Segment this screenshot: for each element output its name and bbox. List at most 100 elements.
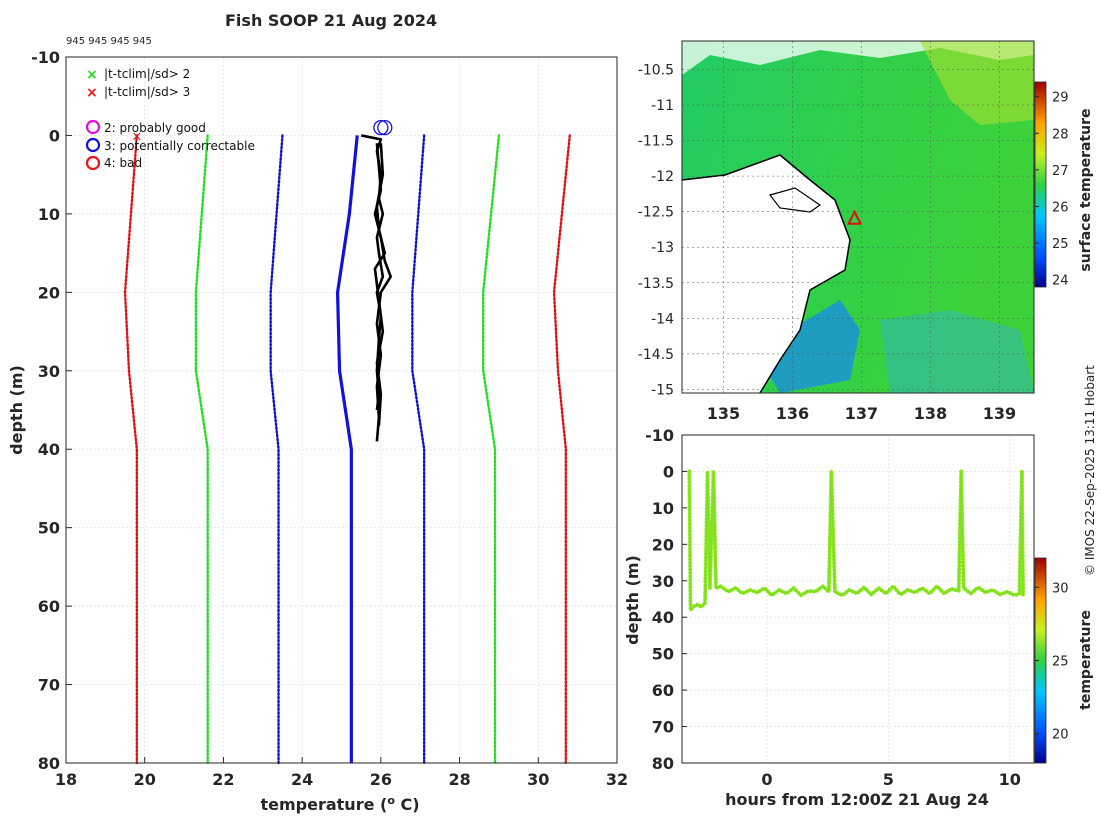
profile-xtick-label: 22	[212, 770, 234, 789]
profile-ytick-label: 80	[38, 754, 60, 773]
profile-xtick-label: 30	[527, 770, 549, 789]
timeseries-ytick-label: 30	[652, 572, 674, 591]
ship-position-marker	[846, 209, 863, 225]
svg-text:3: potentially correctable: 3: potentially correctable	[104, 139, 255, 153]
legend-qc-4: 4: bad	[85, 155, 142, 171]
profile-ytick-label: -10	[31, 48, 60, 67]
legend-qc-3: 3: potentially correctable	[85, 137, 255, 153]
cool-water-southwest	[760, 300, 860, 393]
profile-ytick-label: 30	[38, 362, 60, 381]
profile-series-clim-1sd-high	[411, 134, 426, 765]
profile-legend: × |t-tclim|/sd> 2 × |t-tclim|/sd> 3 2: p…	[85, 67, 255, 171]
legend-circle-blue	[85, 137, 101, 153]
profile-xlabel: temperature (o C)	[260, 794, 419, 814]
svg-text:2: probably good: 2: probably good	[104, 121, 206, 135]
map-grid	[682, 41, 1034, 393]
profile-ylabel: depth (m)	[7, 365, 26, 455]
timeseries-ytick-label: 10	[652, 499, 674, 518]
profile-series-clim-2sd-high	[481, 134, 501, 765]
profile-xtick-label: 24	[291, 770, 313, 789]
profile-series-clim-1sd-low	[269, 134, 284, 765]
profile-xtick-label: 18	[55, 770, 77, 789]
map-ticks: 135 136 137 138 139 -10.5 -11 -11.5 -12 -12.5 -13 -…	[638, 62, 1016, 423]
coastline	[681, 154, 851, 394]
timeseries-ytick-label: -10	[645, 426, 674, 445]
profile-ytick-label: 70	[38, 676, 60, 695]
profile-ytick-label: 40	[38, 440, 60, 459]
flag-marker-x: ×	[131, 129, 142, 144]
profile-ytick-label: 10	[38, 205, 60, 224]
map-ytick-label: -14	[651, 311, 674, 327]
svg-text:|t-tclim|/sd> 2: |t-tclim|/sd> 2	[104, 67, 190, 81]
svg-text:|t-tclim|/sd> 3: |t-tclim|/sd> 3	[104, 85, 190, 99]
qc-marker-circle	[373, 119, 389, 136]
cloud-gap-north	[682, 41, 1034, 75]
timeseries-ytick-label: 80	[652, 754, 674, 773]
figure-title: Fish SOOP 21 Aug 2024	[225, 11, 438, 30]
map-xtick-label: 137	[845, 404, 878, 423]
map-ytick-label: -12	[651, 169, 674, 185]
map-colorbar-ticks: 24 25 26 27 28 29	[1035, 91, 1069, 289]
map-xtick-label: 135	[707, 404, 740, 423]
timeseries-ytick-label: 40	[652, 608, 674, 627]
map-ytick-label: -13	[651, 240, 674, 256]
profile-series-clim-3sd-low	[123, 134, 139, 765]
legend-x-marker-red: ×	[86, 85, 98, 101]
map-colorbar-label: surface temperature	[1078, 108, 1094, 271]
legend-flag-2sd: × |t-tclim|/sd> 2	[86, 67, 190, 83]
profile-ytick-label: 50	[38, 519, 60, 538]
cool-water-southeast	[880, 310, 1034, 393]
map-ytick-label: -10.5	[638, 62, 674, 78]
island-outline	[768, 187, 822, 213]
timeseries-grid	[682, 434, 1034, 764]
map-colorbar-tick-label: 25	[1052, 237, 1069, 252]
profile-ytick-label: 60	[38, 597, 60, 616]
map-xtick-label: 138	[914, 404, 947, 423]
legend-flag-3sd: × |t-tclim|/sd> 3	[86, 85, 190, 101]
timeseries-xlabel: hours from 12:00Z 21 Aug 24	[725, 790, 989, 809]
map-colorbar-tick-label: 26	[1052, 200, 1069, 215]
legend-circle-magenta	[85, 119, 101, 135]
timeseries-xtick-label: 10	[999, 770, 1021, 789]
profile-axes-box	[65, 56, 618, 764]
timeseries-colorbar-label: temperature	[1078, 610, 1094, 710]
map-ytick-label: -11	[651, 98, 674, 114]
legend-x-marker-green: ×	[86, 67, 98, 83]
land-mask	[682, 155, 850, 393]
map-xtick-label: 136	[776, 404, 809, 423]
triangle-icon	[846, 209, 863, 225]
timeseries-ytick-label: 70	[652, 718, 674, 737]
timeseries-xtick-label: 5	[883, 770, 894, 789]
map-axes-box	[681, 40, 1035, 394]
profile-xtick-label: 26	[370, 770, 392, 789]
id-text: 945 945 945 945	[66, 36, 152, 47]
profile-xtick-label: 32	[606, 770, 628, 789]
profile-series-observed-cast-3	[373, 143, 387, 426]
map-xtick-label: 139	[983, 404, 1016, 423]
timeseries-colorbar-tick-label: 20	[1052, 728, 1069, 743]
timeseries-ytick-label: 60	[652, 681, 674, 700]
timeseries-ylabel: depth (m)	[623, 555, 642, 645]
depth-track-line	[688, 471, 1024, 612]
timeseries-colorbar-ticks: 20 25 30	[1035, 581, 1069, 743]
map-ytick-label: -14.5	[638, 347, 674, 363]
profile-ytick-label: 0	[49, 126, 60, 145]
map-ytick-label: -15	[651, 382, 674, 398]
map-colorbar-tick-label: 29	[1052, 91, 1069, 106]
timeseries-ytick-label: 20	[652, 535, 674, 554]
timeseries-ytick-label: 0	[663, 462, 674, 481]
map-chart: 135 136 137 138 139 -10.5 -11 -11.5 -12 -12.5 -13 -…	[638, 40, 1094, 423]
profile-grid	[65, 56, 618, 764]
timeseries-colorbar-tick-label: 30	[1052, 581, 1069, 596]
profile-xtick-label: 20	[134, 770, 156, 789]
timeseries-ytick-label: 50	[652, 645, 674, 664]
profile-ticks: 18 20 22 24 26 28 30 32 -10 0 10 20 30 40 50 60 70 80	[31, 48, 628, 789]
timeseries-colorbar-tick-label: 25	[1052, 655, 1069, 670]
legend-circle-red	[85, 155, 101, 171]
profile-xtick-label: 28	[448, 770, 470, 789]
profile-chart: × 18 20 22 24 26 28 30 32 -10 0 10 20 30 40 50 60 70 80 t…	[7, 48, 628, 814]
profile-series-clim-2sd-low	[194, 134, 209, 765]
timeseries-ticks: 0 5 10 -10 0 10 20 30 40 50 60 70 80	[645, 426, 1021, 789]
map-ytick-label: -11.5	[638, 134, 674, 150]
map-colorbar-tick-label: 27	[1052, 164, 1069, 179]
